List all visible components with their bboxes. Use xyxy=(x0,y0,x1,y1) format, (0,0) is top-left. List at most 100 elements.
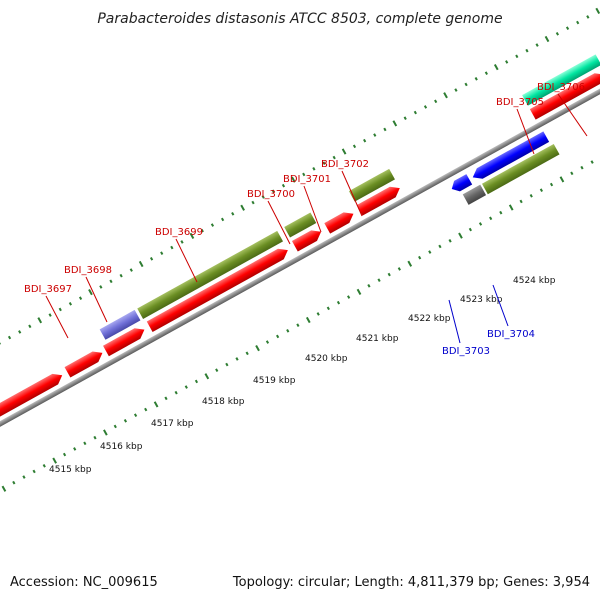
cds-block[interactable] xyxy=(356,183,403,216)
tick-mark xyxy=(363,138,367,143)
tick-mark xyxy=(387,272,391,277)
tick-mark xyxy=(305,316,311,324)
gene-label[interactable]: BDI_3703 xyxy=(442,346,490,357)
tick-mark xyxy=(0,341,1,345)
tick-mark xyxy=(99,285,103,289)
cds-block[interactable] xyxy=(146,245,291,332)
tick-mark xyxy=(22,475,26,479)
gene-leader-line xyxy=(85,276,108,323)
tick-mark xyxy=(519,199,523,204)
tick-mark xyxy=(133,413,138,417)
tick-mark xyxy=(397,267,401,271)
gene-label[interactable]: BDI_3699 xyxy=(155,227,203,238)
pseudo-block[interactable] xyxy=(462,184,487,205)
tick-mark xyxy=(286,329,290,333)
tick-mark xyxy=(103,429,108,436)
scale-tick-label: 4521 kbp xyxy=(356,334,399,344)
scale-tick-label: 4519 kbp xyxy=(253,376,296,386)
tick-mark xyxy=(428,250,432,254)
tick-mark xyxy=(68,301,73,306)
scale-tick-label: 4523 kbp xyxy=(460,295,503,305)
tick-mark xyxy=(32,469,36,474)
tick-mark xyxy=(240,204,245,211)
tick-mark xyxy=(93,435,97,440)
tick-mark xyxy=(73,447,77,451)
tick-mark xyxy=(62,452,67,457)
cds-block[interactable] xyxy=(284,212,317,238)
tick-mark xyxy=(478,222,483,226)
cds-block[interactable] xyxy=(291,226,324,252)
tick-mark xyxy=(164,396,168,401)
tick-mark xyxy=(138,260,144,268)
gene-label[interactable]: BDI_3704 xyxy=(487,329,535,340)
genome-backbone xyxy=(0,63,600,447)
tick-mark xyxy=(332,155,336,160)
reverse-cds-block[interactable] xyxy=(481,143,560,195)
tick-mark xyxy=(403,116,407,121)
tick-mark xyxy=(109,279,113,284)
cds-block[interactable] xyxy=(0,370,65,425)
tick-mark xyxy=(220,217,225,222)
tick-mark xyxy=(367,284,371,288)
tick-mark xyxy=(347,295,351,299)
genome-summary-label: Topology: circular; Length: 4,811,379 bp… xyxy=(232,575,590,590)
cds-block[interactable] xyxy=(137,230,284,319)
cds-block[interactable] xyxy=(103,324,147,357)
gene-label[interactable]: BDI_3697 xyxy=(24,284,72,295)
gene-leader-line xyxy=(557,93,588,137)
tick-mark xyxy=(590,160,594,164)
tick-mark xyxy=(383,127,387,132)
tick-mark xyxy=(235,357,239,361)
tick-mark xyxy=(291,176,296,183)
gene-label[interactable]: BDI_3705 xyxy=(496,97,544,108)
tick-mark xyxy=(474,77,478,81)
tick-mark xyxy=(194,379,199,384)
misc-feature-block[interactable] xyxy=(99,309,141,340)
tick-mark xyxy=(42,463,46,468)
scale-tick-label: 4520 kbp xyxy=(305,354,348,364)
tick-mark xyxy=(443,92,448,99)
gene-label[interactable]: BDI_3698 xyxy=(64,265,112,276)
tick-mark xyxy=(570,171,574,176)
tick-mark xyxy=(189,232,195,239)
tick-mark xyxy=(225,362,229,367)
gene-leader-line xyxy=(175,238,198,283)
gene-label[interactable]: BDI_3701 xyxy=(283,174,331,185)
tick-mark xyxy=(493,64,499,71)
tick-mark xyxy=(464,82,468,87)
reverse-cds-block[interactable] xyxy=(449,174,473,194)
tick-mark xyxy=(418,255,422,260)
tick-mark xyxy=(302,172,306,177)
gene-label[interactable]: BDI_3700 xyxy=(247,189,295,200)
tick-mark xyxy=(377,278,381,282)
tick-mark xyxy=(423,105,428,109)
tick-mark xyxy=(565,26,570,31)
tick-mark xyxy=(88,288,93,296)
cds-block[interactable] xyxy=(324,209,356,234)
tick-mark xyxy=(489,216,493,221)
rna-block[interactable] xyxy=(522,54,600,106)
scale-tick-label: 4516 kbp xyxy=(100,442,143,452)
gene-label[interactable]: BDI_3702 xyxy=(321,159,369,170)
tick-mark xyxy=(281,183,286,188)
scale-tick-label: 4524 kbp xyxy=(513,276,556,286)
cds-block[interactable] xyxy=(64,348,106,378)
tick-mark xyxy=(535,43,539,47)
tick-mark xyxy=(170,245,174,250)
cds-block[interactable] xyxy=(348,168,395,202)
tick-mark xyxy=(296,323,300,327)
tick-mark xyxy=(392,120,398,127)
tick-mark xyxy=(454,88,458,92)
cds-block[interactable] xyxy=(529,69,600,120)
tick-mark xyxy=(586,15,590,19)
scale-tick-label: 4515 kbp xyxy=(49,465,92,475)
gene-leader-line xyxy=(492,284,509,327)
tick-mark xyxy=(539,188,544,193)
tick-mark xyxy=(322,161,326,165)
tick-mark xyxy=(180,240,184,244)
tick-mark xyxy=(123,418,128,423)
gene-label[interactable]: BDI_3706 xyxy=(537,82,585,93)
tick-mark xyxy=(341,148,347,155)
tick-mark xyxy=(316,312,320,316)
tick-mark xyxy=(7,335,12,340)
